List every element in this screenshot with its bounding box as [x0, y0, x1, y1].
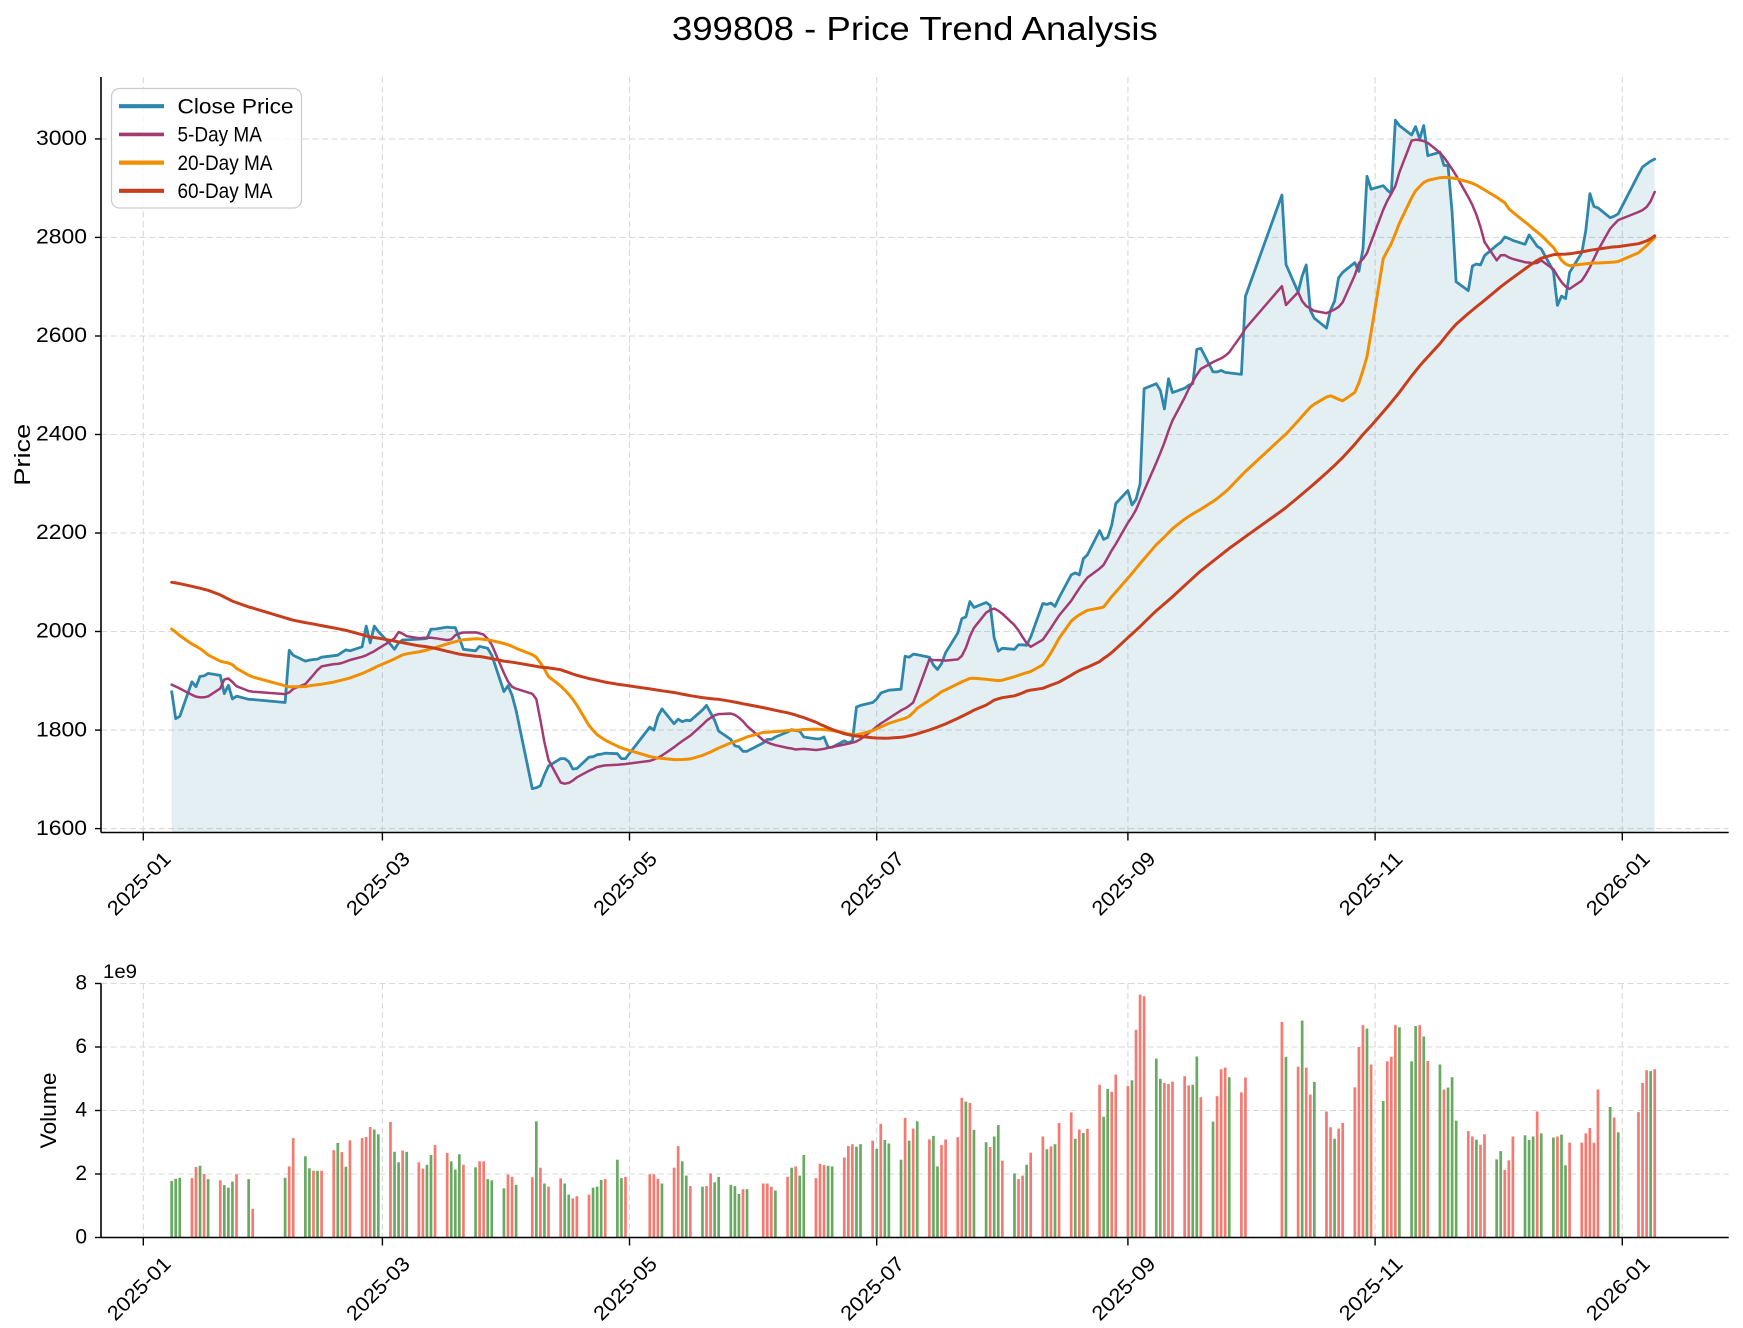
svg-text:0: 0: [75, 1226, 87, 1249]
svg-text:2800: 2800: [36, 226, 87, 249]
svg-text:1800: 1800: [36, 718, 87, 741]
svg-text:1e9: 1e9: [103, 962, 137, 983]
svg-text:2: 2: [75, 1162, 87, 1185]
svg-text:6: 6: [75, 1035, 87, 1058]
svg-text:1600: 1600: [36, 817, 87, 840]
svg-text:20-Day MA: 20-Day MA: [178, 152, 273, 175]
svg-text:3000: 3000: [36, 127, 87, 150]
svg-text:4: 4: [75, 1099, 87, 1122]
svg-text:399808 - Price Trend Analysis: 399808 - Price Trend Analysis: [672, 10, 1158, 47]
svg-text:60-Day MA: 60-Day MA: [178, 180, 273, 203]
svg-text:2600: 2600: [36, 324, 87, 347]
svg-text:Volume: Volume: [36, 1073, 61, 1149]
svg-text:5-Day MA: 5-Day MA: [178, 124, 262, 147]
svg-text:2200: 2200: [36, 521, 87, 544]
svg-text:2000: 2000: [36, 620, 87, 643]
svg-text:Price: Price: [10, 424, 35, 486]
svg-text:Close Price: Close Price: [178, 95, 294, 118]
svg-text:8: 8: [75, 972, 87, 995]
svg-text:2400: 2400: [36, 423, 87, 446]
